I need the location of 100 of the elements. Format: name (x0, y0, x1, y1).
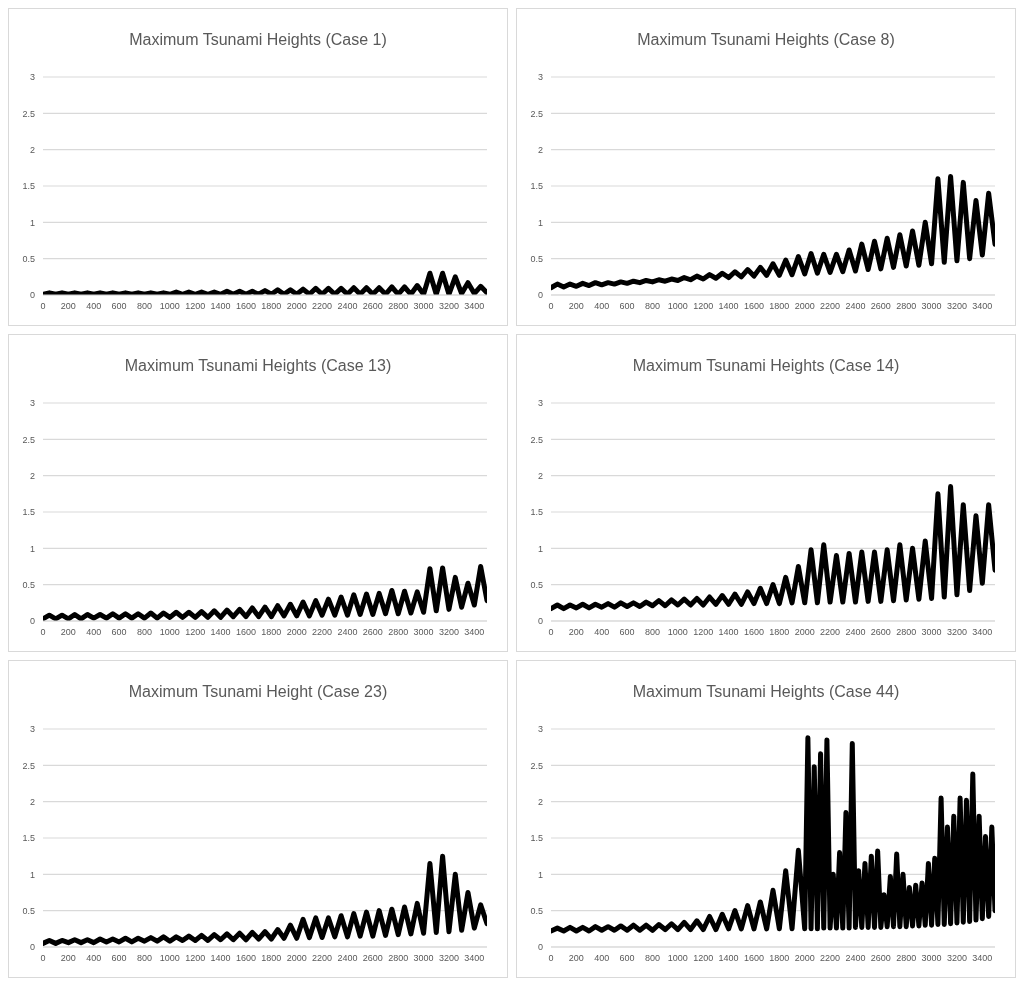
x-tick-label: 600 (111, 953, 127, 964)
x-tick-label: 2400 (845, 301, 866, 312)
y-tick-label: 0.5 (22, 905, 35, 916)
x-tick-label: 3200 (438, 953, 459, 964)
y-tick-label: 2.5 (530, 108, 543, 119)
y-tick-label: 2 (29, 796, 35, 807)
x-tick-label: 1400 (210, 953, 231, 964)
y-tick-label: 1.5 (22, 181, 35, 192)
x-tick-label: 2200 (312, 953, 333, 964)
y-tick-label: 1 (537, 543, 543, 554)
x-tick-label: 3200 (438, 301, 459, 312)
x-tick-label: 1400 (210, 627, 231, 638)
y-tick-label: 2.5 (22, 760, 35, 771)
x-tick-label: 2800 (388, 953, 409, 964)
y-tick-label: 1 (537, 869, 543, 880)
x-tick-label: 2200 (312, 627, 333, 638)
x-tick-label: 1800 (769, 953, 790, 964)
y-tick-label: 1 (29, 543, 35, 554)
x-tick-label: 3200 (438, 627, 459, 638)
x-tick-label: 600 (619, 953, 635, 964)
y-tick-label: 3 (537, 72, 543, 83)
y-tick-label: 2 (29, 470, 35, 481)
y-tick-label: 0 (537, 942, 543, 953)
chart-title: Maximum Tsunami Heights (Case 13) (123, 357, 393, 376)
x-tick-label: 3000 (413, 627, 434, 638)
x-tick-label: 2400 (337, 953, 358, 964)
x-tick-label: 2800 (896, 953, 917, 964)
x-tick-label: 1400 (210, 301, 231, 312)
y-tick-label: 0 (29, 942, 35, 953)
x-tick-label: 1200 (693, 953, 714, 964)
y-tick-label: 0.5 (22, 253, 35, 264)
x-tick-label: 3000 (413, 953, 434, 964)
x-tick-label: 400 (86, 301, 102, 312)
x-tick-label: 3400 (972, 627, 993, 638)
x-tick-label: 1200 (693, 627, 714, 638)
x-tick-label: 2800 (388, 301, 409, 312)
x-tick-label: 400 (86, 627, 102, 638)
x-tick-label: 0 (40, 301, 46, 312)
y-tick-label: 2.5 (22, 434, 35, 445)
x-tick-label: 1600 (235, 627, 256, 638)
x-tick-label: 2600 (362, 301, 383, 312)
y-tick-label: 3 (537, 724, 543, 735)
x-tick-label: 1800 (769, 301, 790, 312)
y-tick-label: 2.5 (530, 434, 543, 445)
x-tick-label: 3400 (464, 627, 485, 638)
x-tick-label: 2600 (870, 301, 891, 312)
x-tick-label: 2200 (820, 953, 841, 964)
x-tick-label: 800 (644, 627, 660, 638)
x-tick-label: 2800 (388, 627, 409, 638)
x-tick-label: 1000 (159, 953, 180, 964)
x-tick-label: 2800 (896, 301, 917, 312)
x-tick-label: 800 (136, 301, 152, 312)
x-tick-label: 800 (644, 301, 660, 312)
y-tick-label: 2.5 (22, 108, 35, 119)
x-tick-label: 800 (136, 627, 152, 638)
chart-title: Maximum Tsunami Heights (Case 14) (631, 357, 901, 376)
x-tick-label: 200 (568, 627, 584, 638)
x-tick-label: 3400 (464, 301, 485, 312)
x-tick-label: 2600 (870, 627, 891, 638)
x-tick-label: 2000 (286, 301, 307, 312)
x-tick-label: 2400 (845, 953, 866, 964)
x-tick-label: 1400 (718, 627, 739, 638)
y-tick-label: 3 (29, 72, 35, 83)
y-tick-label: 0.5 (530, 253, 543, 264)
x-tick-label: 3000 (921, 953, 942, 964)
x-tick-label: 1000 (159, 627, 180, 638)
y-tick-label: 2 (537, 796, 543, 807)
x-tick-label: 400 (594, 953, 610, 964)
x-tick-label: 1600 (235, 301, 256, 312)
chart-title: Maximum Tsunami Heights (Case 1) (128, 31, 388, 50)
x-tick-label: 1200 (185, 301, 206, 312)
x-tick-label: 1600 (743, 953, 764, 964)
y-tick-label: 0 (537, 616, 543, 627)
x-tick-label: 2200 (312, 301, 333, 312)
y-tick-label: 0.5 (22, 579, 35, 590)
x-tick-label: 2000 (794, 953, 815, 964)
x-tick-label: 1200 (693, 301, 714, 312)
chart-title: Maximum Tsunami Heights (Case 44) (631, 683, 901, 702)
x-tick-label: 1400 (718, 301, 739, 312)
x-tick-label: 3000 (413, 301, 434, 312)
x-tick-label: 1800 (261, 301, 282, 312)
y-tick-label: 0.5 (530, 905, 543, 916)
x-tick-label: 800 (136, 953, 152, 964)
x-tick-label: 0 (40, 627, 46, 638)
y-tick-label: 1 (29, 869, 35, 880)
x-tick-label: 800 (644, 953, 660, 964)
x-tick-label: 0 (40, 953, 46, 964)
x-tick-label: 2000 (794, 301, 815, 312)
x-tick-label: 2400 (337, 627, 358, 638)
x-tick-label: 2400 (337, 301, 358, 312)
chart-title: Maximum Tsunami Height (Case 23) (127, 683, 389, 702)
y-tick-label: 1 (29, 217, 35, 228)
y-tick-label: 2 (537, 470, 543, 481)
y-tick-label: 0 (537, 290, 543, 301)
y-tick-label: 1 (537, 217, 543, 228)
x-tick-label: 1200 (185, 953, 206, 964)
x-tick-label: 3200 (946, 953, 967, 964)
x-tick-label: 2600 (362, 627, 383, 638)
x-tick-label: 600 (619, 301, 635, 312)
x-tick-label: 200 (60, 953, 76, 964)
